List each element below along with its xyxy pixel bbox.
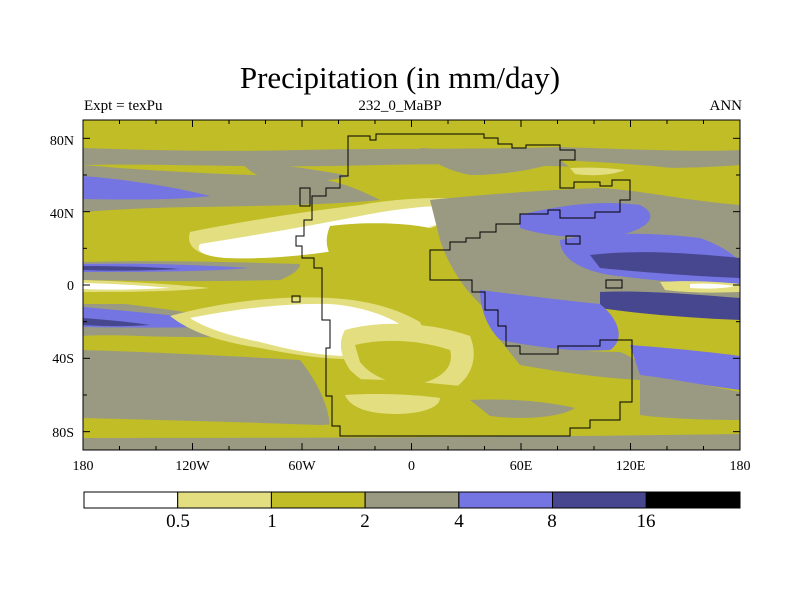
time-period-label: 232_0_MaBP [358,98,442,114]
legend-swatch [458,491,554,509]
legend-level-label: 2 [360,511,370,532]
y-tick-label: 80N [50,134,74,149]
color-legend-labels: 0.5 1 2 4 8 16 [166,511,655,532]
x-tick-label: 120E [616,459,646,474]
island-outline [565,235,581,245]
contour-field [83,120,740,450]
island-outline [605,279,623,289]
season-label: ANN [709,98,743,114]
legend-level-label: 4 [454,511,464,532]
x-tick-label: 180 [73,459,94,474]
experiment-label: Expt = texPu [84,98,163,114]
x-axis-labels: 180 120W 60W 0 60E 120E 180 [73,459,751,474]
color-legend [83,491,741,509]
x-tick-label: 60E [510,459,533,474]
map-title: Precipitation (in mm/day) [239,60,561,95]
x-tick-label: 0 [408,459,415,474]
continent-outline [295,133,633,437]
legend-swatch [645,491,741,509]
y-tick-label: 40N [50,207,74,222]
legend-level-label: 1 [267,511,277,532]
y-tick-label: 80S [52,426,74,441]
legend-swatch [552,491,647,509]
legend-swatch [83,491,179,509]
legend-level-label: 8 [547,511,557,532]
island-outline [291,295,301,303]
y-tick-label: 0 [67,279,74,294]
legend-swatch [270,491,366,509]
axis-ticks [82,120,741,450]
x-tick-label: 180 [730,459,751,474]
legend-swatch [177,491,272,509]
y-axis-labels: 80N 40N 0 40S 80S [50,134,74,441]
legend-level-label: 16 [637,511,656,532]
legend-level-label: 0.5 [166,511,190,532]
x-tick-label: 60W [288,459,316,474]
y-tick-label: 40S [52,352,74,367]
x-tick-label: 120W [175,459,210,474]
island-outline [299,187,311,207]
legend-swatch [364,491,460,509]
